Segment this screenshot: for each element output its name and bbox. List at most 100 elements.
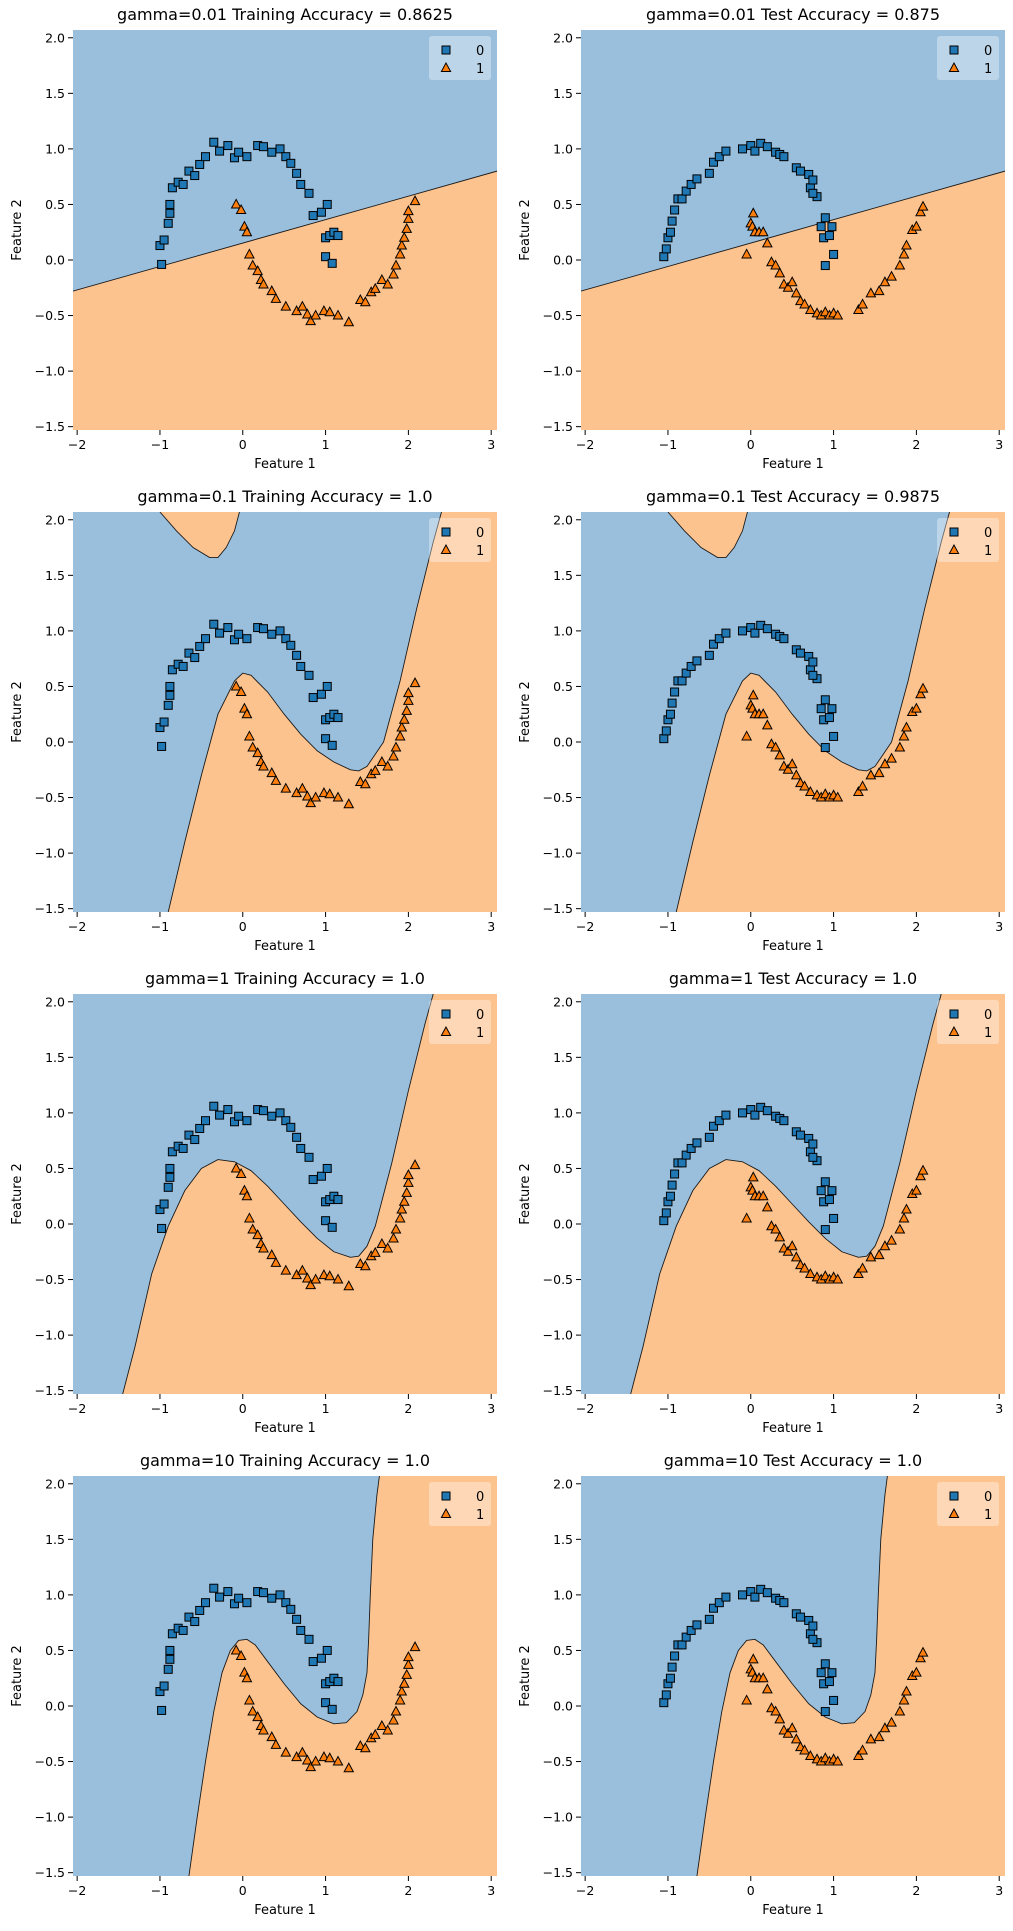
point-class-1 <box>252 747 264 758</box>
point-class-1 <box>376 755 388 766</box>
point-class-1 <box>770 259 782 270</box>
y-tick-label: −0.5 <box>543 790 573 805</box>
point-class-1 <box>799 1744 811 1755</box>
point-class-1 <box>310 791 322 802</box>
point-class-1 <box>390 259 402 270</box>
point-class-1 <box>757 708 769 719</box>
point-class-1 <box>401 222 413 233</box>
legend-label-1: 1 <box>476 1026 484 1041</box>
y-tick-label: 1.0 <box>45 141 65 156</box>
point-class-0 <box>157 259 167 269</box>
point-class-1 <box>402 205 414 216</box>
chart-panel-1: 01−2 −1 0 1 2 3−1.5−1.0−0.50.00.51.01.52.0gam… <box>10 5 497 472</box>
y-tick-label: 0.5 <box>553 679 573 694</box>
point-class-0 <box>762 1106 772 1116</box>
point-class-1 <box>898 730 910 741</box>
point-class-0 <box>721 1592 731 1602</box>
point-class-0 <box>692 1138 702 1148</box>
point-class-1 <box>741 730 753 741</box>
point-class-0 <box>827 1668 837 1678</box>
point-class-0 <box>163 1664 173 1674</box>
point-class-1 <box>296 1746 308 1757</box>
point-class-0 <box>281 1598 291 1608</box>
series-1 <box>741 682 929 802</box>
y-axis-label: Feature 2 <box>10 681 25 743</box>
point-class-1 <box>301 790 313 801</box>
point-class-1 <box>901 239 912 250</box>
x-axis-label: Feature 1 <box>254 1903 316 1918</box>
point-class-1 <box>396 239 408 250</box>
point-class-1 <box>376 273 388 284</box>
point-class-0 <box>677 676 687 686</box>
point-class-1 <box>832 1273 844 1284</box>
point-class-0 <box>333 231 343 241</box>
series-1 <box>230 1641 421 1773</box>
point-class-1 <box>917 682 929 693</box>
point-class-0 <box>808 670 818 680</box>
x-tick-label: −1 <box>151 919 169 934</box>
legend-label-0: 0 <box>476 1490 484 1505</box>
point-class-0 <box>820 743 830 753</box>
point-class-1 <box>898 1212 910 1223</box>
point-class-0 <box>820 1659 830 1669</box>
legend-triangle-marker <box>948 1507 960 1518</box>
point-class-0 <box>296 1143 306 1153</box>
point-class-0 <box>215 146 225 156</box>
y-tick-label: 0.0 <box>553 1699 573 1714</box>
point-class-1 <box>790 287 802 298</box>
point-class-0 <box>178 1625 188 1635</box>
legend-square-marker <box>949 45 959 55</box>
x-axis-label: Feature 1 <box>762 457 824 472</box>
point-class-1 <box>898 1694 910 1705</box>
point-class-1 <box>318 787 330 798</box>
point-class-1 <box>741 248 753 259</box>
y-tick-label: 2.0 <box>45 512 65 527</box>
point-class-1 <box>402 212 414 223</box>
decision-boundary <box>667 512 748 559</box>
point-class-1 <box>241 1672 253 1683</box>
y-tick-label: 0.0 <box>45 1699 65 1714</box>
legend-label-1: 1 <box>476 1508 484 1523</box>
point-class-1 <box>359 1742 371 1753</box>
region-class-1 <box>676 512 1005 912</box>
point-class-1 <box>324 1752 336 1763</box>
point-class-1 <box>235 1167 247 1178</box>
point-class-0 <box>190 1135 200 1145</box>
point-class-0 <box>661 1690 671 1700</box>
legend-label-0: 0 <box>476 526 484 541</box>
point-class-0 <box>215 628 225 638</box>
point-class-1 <box>241 1190 253 1201</box>
x-axis-label: Feature 1 <box>254 457 316 472</box>
point-class-1 <box>409 195 421 206</box>
point-class-0 <box>292 1614 302 1624</box>
point-class-0 <box>659 1216 669 1226</box>
point-class-0 <box>165 199 175 209</box>
point-class-0 <box>304 1152 314 1162</box>
y-tick-label: 1.0 <box>45 1105 65 1120</box>
series-1 <box>741 200 929 320</box>
point-class-1 <box>761 1201 773 1212</box>
point-class-1 <box>310 309 322 320</box>
point-class-0 <box>165 1172 175 1182</box>
point-class-1 <box>832 309 844 320</box>
y-tick-label: 1.0 <box>45 1587 65 1602</box>
point-class-0 <box>167 665 177 675</box>
point-class-1 <box>799 298 811 309</box>
x-tick-label: 0 <box>747 437 755 452</box>
point-class-0 <box>750 628 760 638</box>
point-class-0 <box>829 249 839 259</box>
point-class-0 <box>737 1108 747 1118</box>
y-axis-label: Feature 2 <box>10 1645 25 1707</box>
point-class-1 <box>359 1260 371 1271</box>
point-class-1 <box>786 1240 798 1251</box>
legend: 01 <box>937 1482 999 1526</box>
point-class-0 <box>659 1698 669 1708</box>
chart-title: gamma=0.01 Test Accuracy = 0.875 <box>646 5 940 24</box>
point-class-1 <box>280 1264 292 1275</box>
point-class-0 <box>808 1621 818 1631</box>
y-tick-label: −1.0 <box>35 846 65 861</box>
point-class-1 <box>879 276 891 287</box>
y-tick-label: 2.0 <box>553 512 573 527</box>
point-class-0 <box>242 634 252 644</box>
